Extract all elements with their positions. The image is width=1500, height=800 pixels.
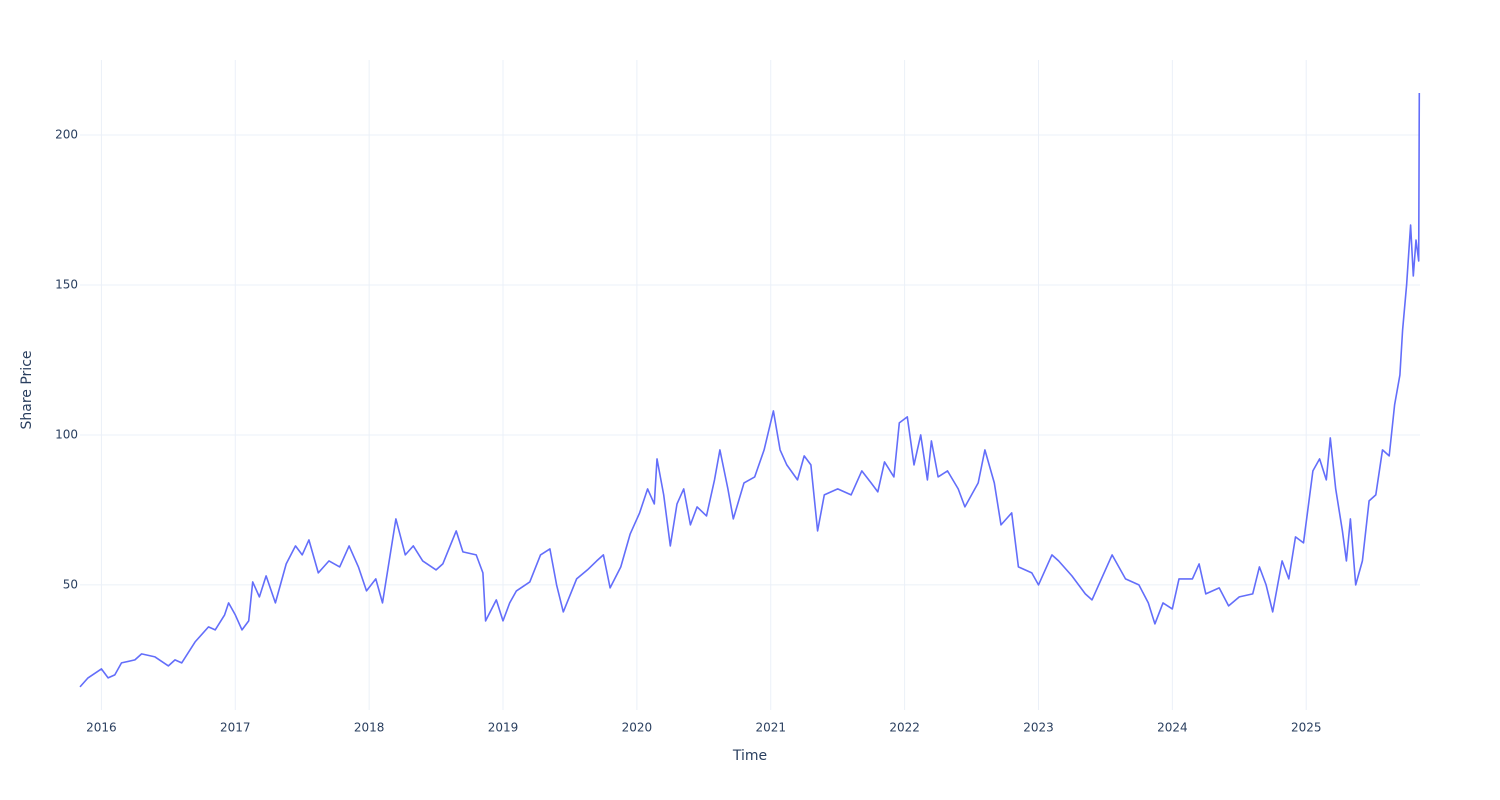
y-tick-label: 150 xyxy=(55,277,78,291)
x-tick-label: 2019 xyxy=(488,721,519,735)
x-tick-label: 2022 xyxy=(889,721,920,735)
x-tick-label: 2025 xyxy=(1291,721,1322,735)
x-tick-label: 2023 xyxy=(1023,721,1054,735)
x-tick-label: 2021 xyxy=(755,721,786,735)
price-line xyxy=(79,92,1421,688)
y-axis-title: Share Price xyxy=(19,350,35,429)
x-tick-label: 2018 xyxy=(354,721,385,735)
y-tick-label: 100 xyxy=(55,427,78,441)
x-tick-label: 2020 xyxy=(622,721,653,735)
x-tick-label: 2016 xyxy=(86,721,117,735)
x-tick-label: 2017 xyxy=(220,721,251,735)
x-tick-label: 2024 xyxy=(1157,721,1188,735)
y-tick-label: 200 xyxy=(55,127,78,141)
x-axis-title: Time xyxy=(732,748,767,764)
y-tick-label: 50 xyxy=(63,577,78,591)
